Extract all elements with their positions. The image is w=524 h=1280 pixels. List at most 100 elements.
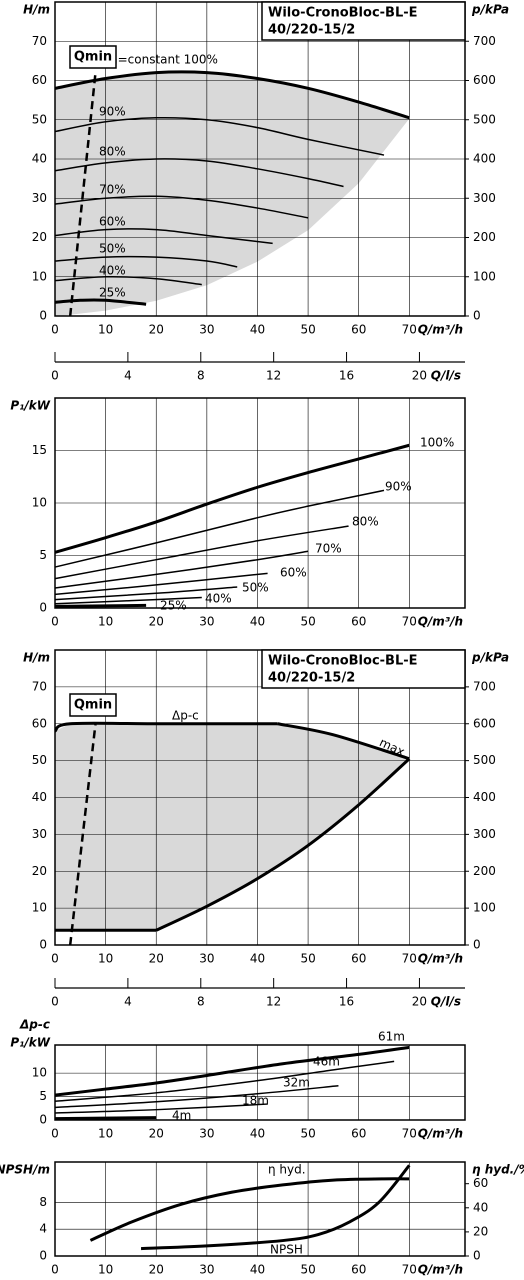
- curve-label: n=constant 100%: [110, 53, 218, 67]
- curve: [54, 572, 268, 596]
- x-tick-label: 0: [51, 1263, 59, 1277]
- y-tick-label: 40: [32, 790, 47, 804]
- curve: [277, 722, 410, 761]
- x-tick-label: 50: [300, 1127, 315, 1141]
- curve-label: 25%: [160, 599, 187, 613]
- y-tick-label: 0: [39, 601, 47, 615]
- y-axis-label: P₁/kW: [10, 399, 50, 413]
- curve-label: 70%: [315, 542, 342, 556]
- x-tick-label: 50: [300, 952, 315, 966]
- y2-tick-label: 500: [473, 753, 496, 767]
- plot-frame: [54, 1161, 466, 1257]
- curve: [54, 1085, 339, 1109]
- qmin-label: Qmin: [74, 698, 112, 713]
- curve: [89, 1177, 410, 1242]
- y-tick-label: 4: [39, 1222, 47, 1236]
- y-tick-label: 10: [32, 496, 47, 510]
- x-tick-label: 70: [402, 1263, 417, 1277]
- curve-label: 32m: [283, 1076, 310, 1090]
- x-tick-label: 16: [339, 369, 354, 383]
- y2-tick-label: 200: [473, 230, 496, 244]
- y-tick-label: 30: [32, 827, 47, 841]
- y2-axis-label: p/kPa: [471, 651, 509, 665]
- qmin-line: [68, 723, 97, 946]
- chart-title: Wilo-CronoBloc-BL-E: [268, 654, 418, 669]
- y-tick-label: 60: [32, 73, 47, 87]
- x-tick-label: 70: [402, 323, 417, 337]
- y-tick-label: 30: [32, 191, 47, 205]
- x-tick-label: 20: [149, 323, 164, 337]
- y2-tick-label: 300: [473, 827, 496, 841]
- y2-tick-label: 400: [473, 790, 496, 804]
- curve: [54, 1116, 157, 1121]
- x-tick-label: 60: [351, 615, 366, 629]
- chart-subtitle: 40/220-15/2: [268, 671, 355, 686]
- x-tick-label: 12: [266, 995, 281, 1009]
- x-tick-label: 30: [199, 1127, 214, 1141]
- x-axis-label: Q/m³/h: [418, 1263, 463, 1277]
- curve-label: 46m: [313, 1055, 340, 1069]
- curve-label: Δp-c: [172, 709, 199, 723]
- curve: [54, 116, 385, 156]
- y2-tick-label: 600: [473, 716, 496, 730]
- y2-axis-label: η hyd./%: [472, 1163, 524, 1177]
- curve: [155, 757, 411, 932]
- x-tick-label: 30: [199, 323, 214, 337]
- x-tick-label: 40: [250, 323, 265, 337]
- curve: [54, 489, 385, 568]
- curve: [54, 275, 202, 286]
- x-tick-label: 0: [51, 952, 59, 966]
- x-tick-label: 4: [124, 995, 132, 1009]
- x-tick-label: 8: [197, 995, 205, 1009]
- x-tick-label: 16: [339, 995, 354, 1009]
- y2-tick-label: 700: [473, 34, 496, 48]
- curve: [54, 550, 309, 589]
- curve-label: 50%: [99, 242, 126, 256]
- y2-tick-label: 0: [473, 309, 481, 323]
- curve: [140, 1164, 411, 1251]
- curve: [54, 603, 147, 608]
- y2-tick-label: 100: [473, 269, 496, 283]
- x-tick-label: 30: [199, 952, 214, 966]
- y-tick-label: 8: [39, 1195, 47, 1209]
- curve: [54, 721, 278, 733]
- x-tick-label: 20: [149, 1263, 164, 1277]
- y-tick-label: 0: [39, 1249, 47, 1263]
- x-tick-label: 10: [98, 323, 113, 337]
- x-axis-label: Q/m³/h: [418, 952, 463, 966]
- y-tick-label: 10: [32, 1066, 47, 1080]
- chart-title: Wilo-CronoBloc-BL-E: [268, 6, 418, 21]
- x-axis-label: Q/m³/h: [418, 323, 463, 337]
- x-tick-label: 70: [402, 615, 417, 629]
- x-tick-label: 20: [149, 952, 164, 966]
- curve: [54, 525, 349, 580]
- x-tick-label: 10: [98, 615, 113, 629]
- plot-frame: [54, 397, 466, 609]
- y-tick-label: 20: [32, 230, 47, 244]
- x-tick-label: 40: [250, 1127, 265, 1141]
- curve-label: 90%: [99, 105, 126, 119]
- y2-tick-label: 200: [473, 864, 496, 878]
- curve: [54, 586, 238, 601]
- x-axis-label: Q/m³/h: [418, 1127, 463, 1141]
- x-tick-label: 0: [51, 615, 59, 629]
- x-tick-label: 4: [124, 369, 132, 383]
- y-tick-label: 0: [39, 1113, 47, 1127]
- shaded-region: [55, 72, 410, 317]
- x-tick-label: 40: [250, 952, 265, 966]
- curve-label: 40%: [205, 592, 232, 606]
- y-axis-label: H/m: [23, 3, 50, 17]
- x-tick-label: 20: [149, 1127, 164, 1141]
- curve: [54, 1045, 410, 1097]
- curve: [54, 443, 410, 554]
- y-tick-label: 50: [32, 112, 47, 126]
- curve-label: 100%: [420, 436, 454, 450]
- curve-label: 61m: [378, 1030, 405, 1044]
- y-tick-label: 10: [32, 269, 47, 283]
- x-tick-label: 30: [199, 1263, 214, 1277]
- x-tick-label: 50: [300, 615, 315, 629]
- y2-tick-label: 600: [473, 73, 496, 87]
- x-tick-label: 50: [300, 323, 315, 337]
- curve: [54, 70, 410, 120]
